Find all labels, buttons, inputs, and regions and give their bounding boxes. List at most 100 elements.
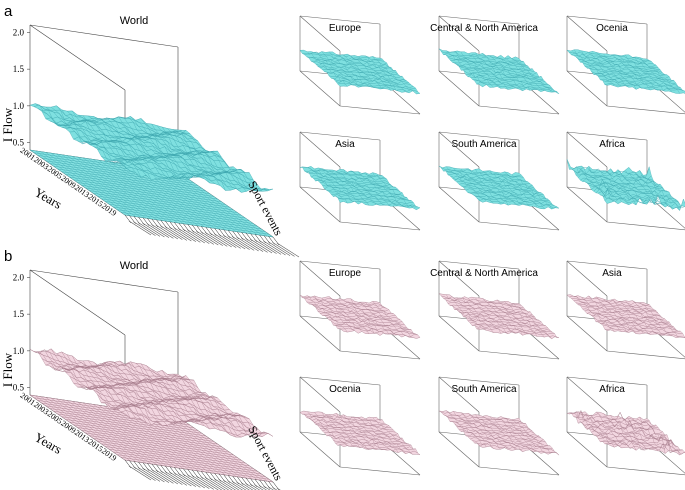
mesh-line	[93, 361, 189, 423]
region-title: Europe	[329, 23, 362, 34]
mesh-line	[586, 67, 668, 77]
mesh-line	[317, 311, 398, 319]
mesh-line	[135, 120, 231, 191]
mesh-line	[372, 417, 413, 455]
mesh-line	[343, 299, 384, 334]
mesh-line	[639, 57, 680, 94]
region-surface-plot: Africa	[566, 131, 685, 231]
mesh-line	[593, 72, 674, 82]
mesh-line	[600, 323, 681, 333]
mesh-line	[478, 84, 560, 95]
mesh-line	[299, 295, 381, 304]
mesh-line	[573, 55, 654, 65]
mesh-line	[465, 433, 546, 443]
sport-event-label-mark	[205, 232, 228, 247]
region-surface-plot: Central & North America	[430, 260, 560, 360]
region-title: South America	[451, 139, 516, 150]
mesh-line	[379, 302, 421, 338]
mesh-line	[307, 295, 348, 333]
mesh-line	[358, 417, 399, 453]
mesh-line	[328, 319, 409, 330]
mesh-line	[308, 57, 390, 68]
sport-event-label-mark	[245, 483, 257, 490]
mesh-line	[336, 54, 377, 89]
mesh-line	[478, 328, 560, 340]
mesh-line	[335, 325, 416, 335]
mesh-line	[581, 165, 622, 202]
mesh-line	[329, 169, 370, 206]
mesh-line	[610, 299, 651, 335]
world-title: World	[120, 15, 149, 27]
mesh-line	[452, 61, 533, 71]
mesh-line	[321, 168, 362, 203]
sport-event-label-mark	[200, 231, 223, 246]
mesh-line	[299, 166, 381, 176]
mesh-line	[450, 420, 531, 430]
sport-event-label-mark	[263, 240, 286, 256]
mesh-line	[40, 349, 136, 419]
mesh-line	[463, 315, 544, 326]
sport-event-label-mark	[223, 479, 240, 490]
mesh-line	[478, 445, 560, 456]
mesh-line	[566, 294, 648, 305]
region-surface-plot: South America	[438, 131, 560, 231]
sport-event-label-mark	[178, 473, 201, 488]
mesh-line	[461, 69, 542, 79]
mesh-line	[489, 170, 530, 207]
mesh-line	[588, 52, 629, 88]
mesh-line	[438, 293, 480, 330]
mesh-line	[146, 365, 242, 438]
mesh-line	[343, 414, 384, 450]
mesh-line	[475, 414, 516, 450]
mesh-line	[350, 298, 391, 335]
mesh-line	[566, 49, 648, 60]
mesh-line	[308, 418, 389, 428]
mesh-line	[489, 55, 531, 91]
mesh-line	[467, 74, 548, 85]
x-axis-label: Years	[32, 184, 65, 211]
mesh-line	[573, 409, 654, 428]
mesh-line	[603, 53, 644, 89]
mesh-line	[321, 412, 362, 448]
mesh-line	[372, 301, 413, 338]
mesh-line	[161, 370, 258, 438]
mesh-line	[467, 298, 509, 334]
mesh-line	[119, 117, 216, 184]
mesh-line	[365, 302, 406, 336]
region-title: Europe	[329, 268, 362, 279]
sport-event-label-mark	[258, 485, 267, 490]
mesh-line	[467, 436, 548, 446]
sport-event-label-mark	[209, 232, 232, 248]
mesh-line	[339, 444, 421, 455]
region-title: Africa	[599, 384, 625, 395]
mesh-line	[581, 412, 622, 449]
mesh-line	[450, 58, 531, 70]
mesh-line	[463, 186, 544, 196]
mesh-line	[307, 167, 348, 204]
region-surface-plot: Europe	[299, 15, 421, 115]
mesh-line	[446, 410, 487, 447]
mesh-line	[588, 166, 629, 205]
world-surface	[29, 348, 274, 438]
mesh-line	[322, 313, 403, 323]
y-tick-label: 0.5	[13, 138, 25, 148]
mesh-line	[463, 69, 544, 80]
mesh-line	[566, 413, 607, 445]
mesh-line	[161, 126, 258, 192]
sport-event-label-mark	[182, 473, 205, 489]
mesh-line	[314, 295, 355, 331]
sport-event-label-mark	[151, 224, 174, 239]
mesh-line	[82, 115, 179, 180]
mesh-line	[328, 74, 409, 84]
mesh-line	[573, 300, 654, 310]
region-surface-plot: Ocenia	[566, 15, 685, 115]
mesh-line	[580, 60, 661, 70]
mesh-line	[302, 413, 383, 421]
mesh-line	[314, 168, 355, 202]
mesh-line	[600, 78, 681, 88]
mesh-line	[454, 308, 535, 318]
surface-fill	[30, 348, 273, 438]
sport-event-label-mark	[227, 480, 243, 490]
mesh-line	[497, 299, 538, 337]
mesh-line	[465, 317, 546, 327]
